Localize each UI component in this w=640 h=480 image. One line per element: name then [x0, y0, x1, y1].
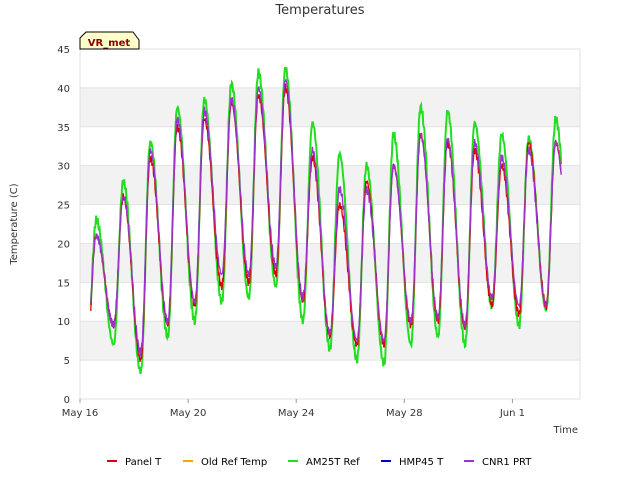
- y-tick-label: 35: [57, 123, 70, 134]
- grid-band: [80, 87, 580, 127]
- chart-title: Temperatures: [274, 3, 364, 18]
- site-badge: VR_met: [79, 31, 140, 50]
- x-axis-label: Time: [553, 425, 578, 436]
- x-axis-ticks: May 16 May 20 May 24 May 28 Jun 1: [62, 399, 525, 419]
- legend: Panel T Old Ref Temp AM25T Ref HMP45 T CNR1 …: [107, 457, 532, 468]
- series-line-cnr1-prt: [90, 78, 562, 357]
- site-badge-label: VR_met: [88, 38, 131, 49]
- y-tick-label: 30: [57, 162, 70, 173]
- x-tick-label: Jun 1: [499, 408, 525, 419]
- grid-band: [80, 321, 580, 361]
- y-tick-label: 10: [57, 317, 70, 328]
- y-tick-label: 45: [57, 45, 70, 56]
- x-tick-label: May 28: [386, 408, 423, 419]
- site-badge-shape: [79, 31, 140, 50]
- y-axis-ticks: 0 5 10 15 20 25 30 35 40 45: [57, 45, 70, 406]
- legend-label: CNR1 PRT: [482, 457, 532, 468]
- plot-frame: [79, 48, 581, 400]
- x-tick-label: May 16: [62, 408, 99, 419]
- y-tick-label: 0: [64, 395, 70, 406]
- y-axis-label: Temperature (C): [9, 183, 20, 265]
- series-lines: [89, 67, 563, 375]
- legend-label: AM25T Ref: [306, 457, 360, 468]
- y-tick-label: 20: [57, 239, 70, 250]
- y-tick-label: 15: [57, 278, 70, 289]
- legend-label: HMP45 T: [399, 457, 444, 468]
- y-tick-label: 5: [64, 356, 70, 367]
- x-tick-label: May 24: [278, 408, 315, 419]
- grid-bands: [80, 87, 580, 361]
- y-tick-label: 25: [57, 201, 70, 212]
- legend-label: Panel T: [125, 457, 162, 468]
- legend-label: Old Ref Temp: [201, 457, 267, 468]
- grid-band: [80, 243, 580, 283]
- y-tick-label: 40: [57, 84, 70, 95]
- x-tick-label: May 20: [170, 408, 207, 419]
